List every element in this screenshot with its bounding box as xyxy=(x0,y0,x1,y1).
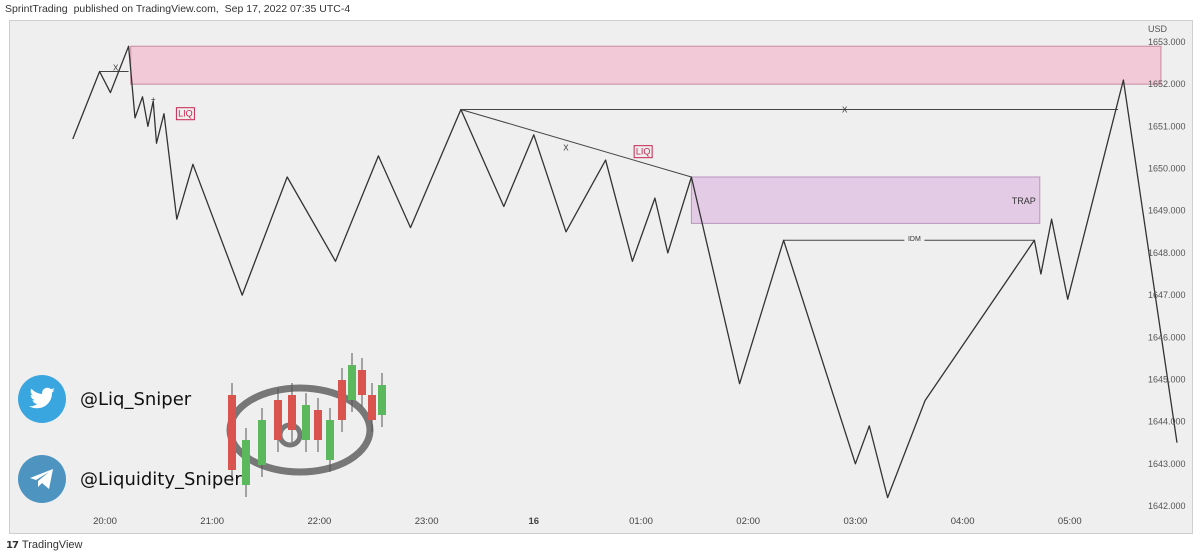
axes-layer: 1642.000 1643.000 1644.000 1645.000 1646.000… xyxy=(93,24,1185,527)
logo-candle xyxy=(378,385,386,415)
y-tick-label: 1642.000 xyxy=(1148,501,1186,511)
published-on-text: published on TradingView.com, xyxy=(73,3,219,15)
logo-candle xyxy=(338,380,346,420)
zones-layer: TRAP xyxy=(130,45,1162,224)
logo-candle xyxy=(326,420,334,460)
y-tick-label: 1649.000 xyxy=(1148,206,1186,216)
y-tick-label: 1650.000 xyxy=(1148,164,1186,174)
logo-candle xyxy=(228,395,236,470)
idm-bg xyxy=(904,234,925,244)
purple-trap-zone xyxy=(690,176,1041,224)
annotation-x: X xyxy=(563,143,569,152)
telegram-handle[interactable]: @Liquidity_Sniper xyxy=(80,468,242,490)
logo-candle xyxy=(288,395,296,430)
twitter-handle[interactable]: @Liq_Sniper xyxy=(80,388,192,410)
annotation-liq: LIQ xyxy=(178,109,193,119)
tradingview-logo-icon: 17 xyxy=(6,539,19,551)
pink-supply-zone xyxy=(130,45,1162,85)
x-tick-label: 05:00 xyxy=(1058,516,1082,527)
x-tick-label: 23:00 xyxy=(415,516,439,527)
telegram-row: @Liquidity_Sniper xyxy=(18,455,242,503)
x-tick-label: 02:00 xyxy=(736,516,760,527)
x-tick-label: 20:00 xyxy=(93,516,117,527)
logo-candle xyxy=(242,440,250,485)
logo-candle xyxy=(314,410,322,440)
logo-candle xyxy=(302,405,310,440)
publish-date: Sep 17, 2022 07:35 UTC-4 xyxy=(224,3,351,15)
y-tick-label: 1647.000 xyxy=(1148,290,1186,300)
author-name[interactable]: SprintTrading xyxy=(5,3,68,15)
chart-frame xyxy=(9,20,1193,534)
annotation-liq: LIQ xyxy=(636,147,651,157)
annotation-idm: IDM xyxy=(908,236,921,243)
liq-box xyxy=(633,145,653,159)
twitter-bird-icon[interactable] xyxy=(18,375,66,423)
currency-label: USD xyxy=(1148,24,1168,34)
y-tick-label: 1644.000 xyxy=(1148,417,1186,427)
price-line-0 xyxy=(72,45,1178,499)
tradingview-logo-text: TradingView xyxy=(21,539,83,551)
x-tick-label: 22:00 xyxy=(308,516,332,527)
annotation-x: X xyxy=(842,105,848,114)
publish-header: SprintTrading published on TradingView.c… xyxy=(5,3,353,15)
logo-candle xyxy=(348,365,356,400)
trendline-descending xyxy=(460,109,692,178)
logo-candle xyxy=(274,400,282,440)
logo-candle xyxy=(258,420,266,465)
annotation-x: X xyxy=(113,63,119,72)
x-tick-label: 16 xyxy=(529,516,540,527)
x-tick-label: 03:00 xyxy=(844,516,868,527)
y-tick-label: 1651.000 xyxy=(1148,121,1186,131)
y-tick-label: 1652.000 xyxy=(1148,79,1186,89)
series-layer xyxy=(72,45,1178,499)
trap-label: TRAP xyxy=(1012,196,1036,206)
twitter-row: @Liq_Sniper xyxy=(18,375,191,423)
logo-candle xyxy=(358,370,366,395)
annotation-plus: + xyxy=(151,95,156,104)
logo-candle xyxy=(368,395,376,420)
candlestick-logo xyxy=(226,353,386,497)
y-tick-label: 1648.000 xyxy=(1148,248,1186,258)
y-tick-label: 1643.000 xyxy=(1148,459,1186,469)
y-tick-label: 1645.000 xyxy=(1148,374,1186,384)
telegram-plane-icon[interactable] xyxy=(18,455,66,503)
annotations-layer: LIQ LIQ X X X IDM + xyxy=(113,63,925,244)
liq-box xyxy=(175,107,195,121)
x-tick-label: 21:00 xyxy=(200,516,224,527)
y-tick-label: 1653.000 xyxy=(1148,37,1186,47)
x-tick-label: 01:00 xyxy=(629,516,653,527)
y-tick-label: 1646.000 xyxy=(1148,332,1186,342)
tradingview-footer[interactable]: 17 TradingView xyxy=(6,539,82,551)
x-tick-label: 04:00 xyxy=(951,516,975,527)
